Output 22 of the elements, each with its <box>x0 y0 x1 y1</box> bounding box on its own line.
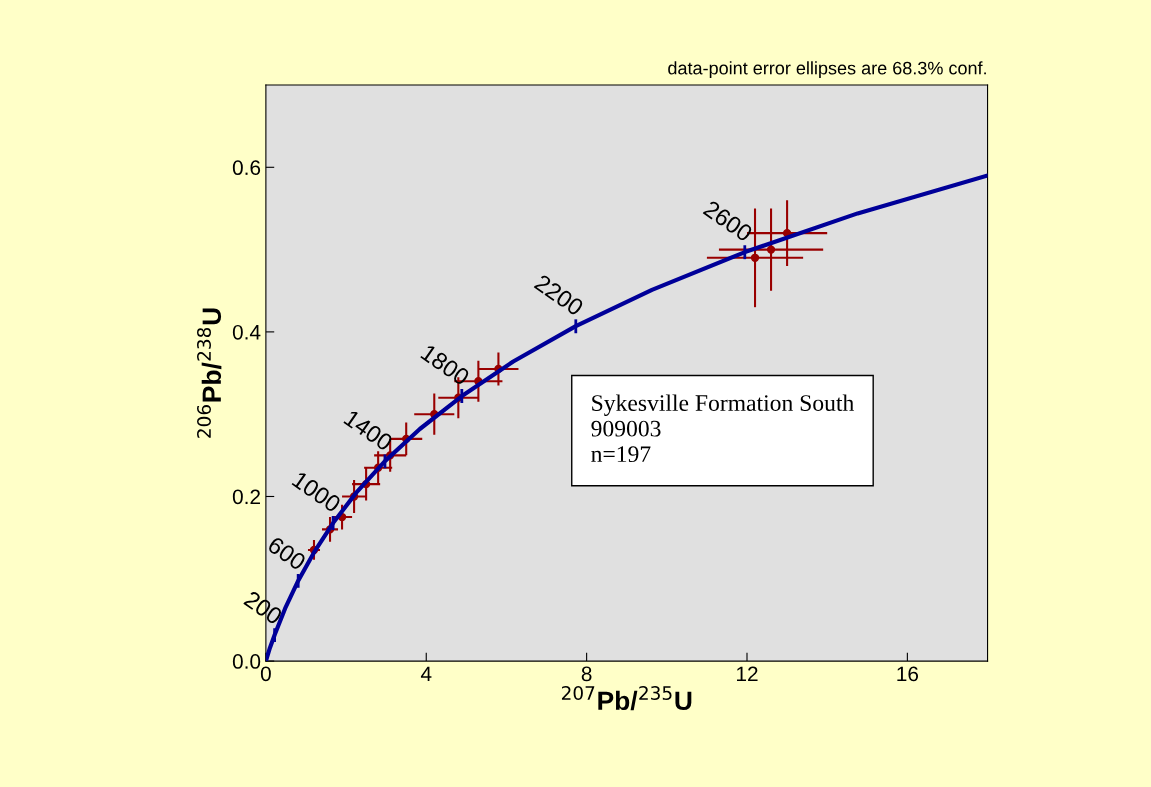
annotation: 1800 <box>420 343 471 387</box>
y-tick-label: 0.4 <box>232 324 261 340</box>
x-axis-title: $^{207}$Pb/$^{235}$U <box>561 686 692 711</box>
text: data-point error ellipses are 68.3% conf. <box>668 61 986 79</box>
x-tick-label: 12 <box>737 666 758 682</box>
x-tick-label: 4 <box>420 666 432 682</box>
y-axis-title: $^{206}$Pb/$^{238}$U <box>197 308 222 438</box>
annotation: 600 <box>266 535 307 571</box>
x-tick-label: 0 <box>260 666 271 682</box>
annotation: 200 <box>243 590 284 626</box>
annotation: Sykesville Formation South 909003 n=197 <box>591 394 854 463</box>
annotation: 2200 <box>533 273 585 317</box>
x-tick-label: 8 <box>581 666 592 682</box>
x-tick-label: 16 <box>897 666 919 682</box>
annotation: 2600 <box>702 199 754 243</box>
annotation: 1400 <box>343 409 394 452</box>
point <box>766 245 776 254</box>
y-tick-label: 0.2 <box>232 489 260 505</box>
point <box>750 253 760 262</box>
y-tick-label: 0.0 <box>232 654 261 669</box>
y-tick-label: 0.6 <box>232 160 261 176</box>
annotation: 1000 <box>291 470 342 514</box>
